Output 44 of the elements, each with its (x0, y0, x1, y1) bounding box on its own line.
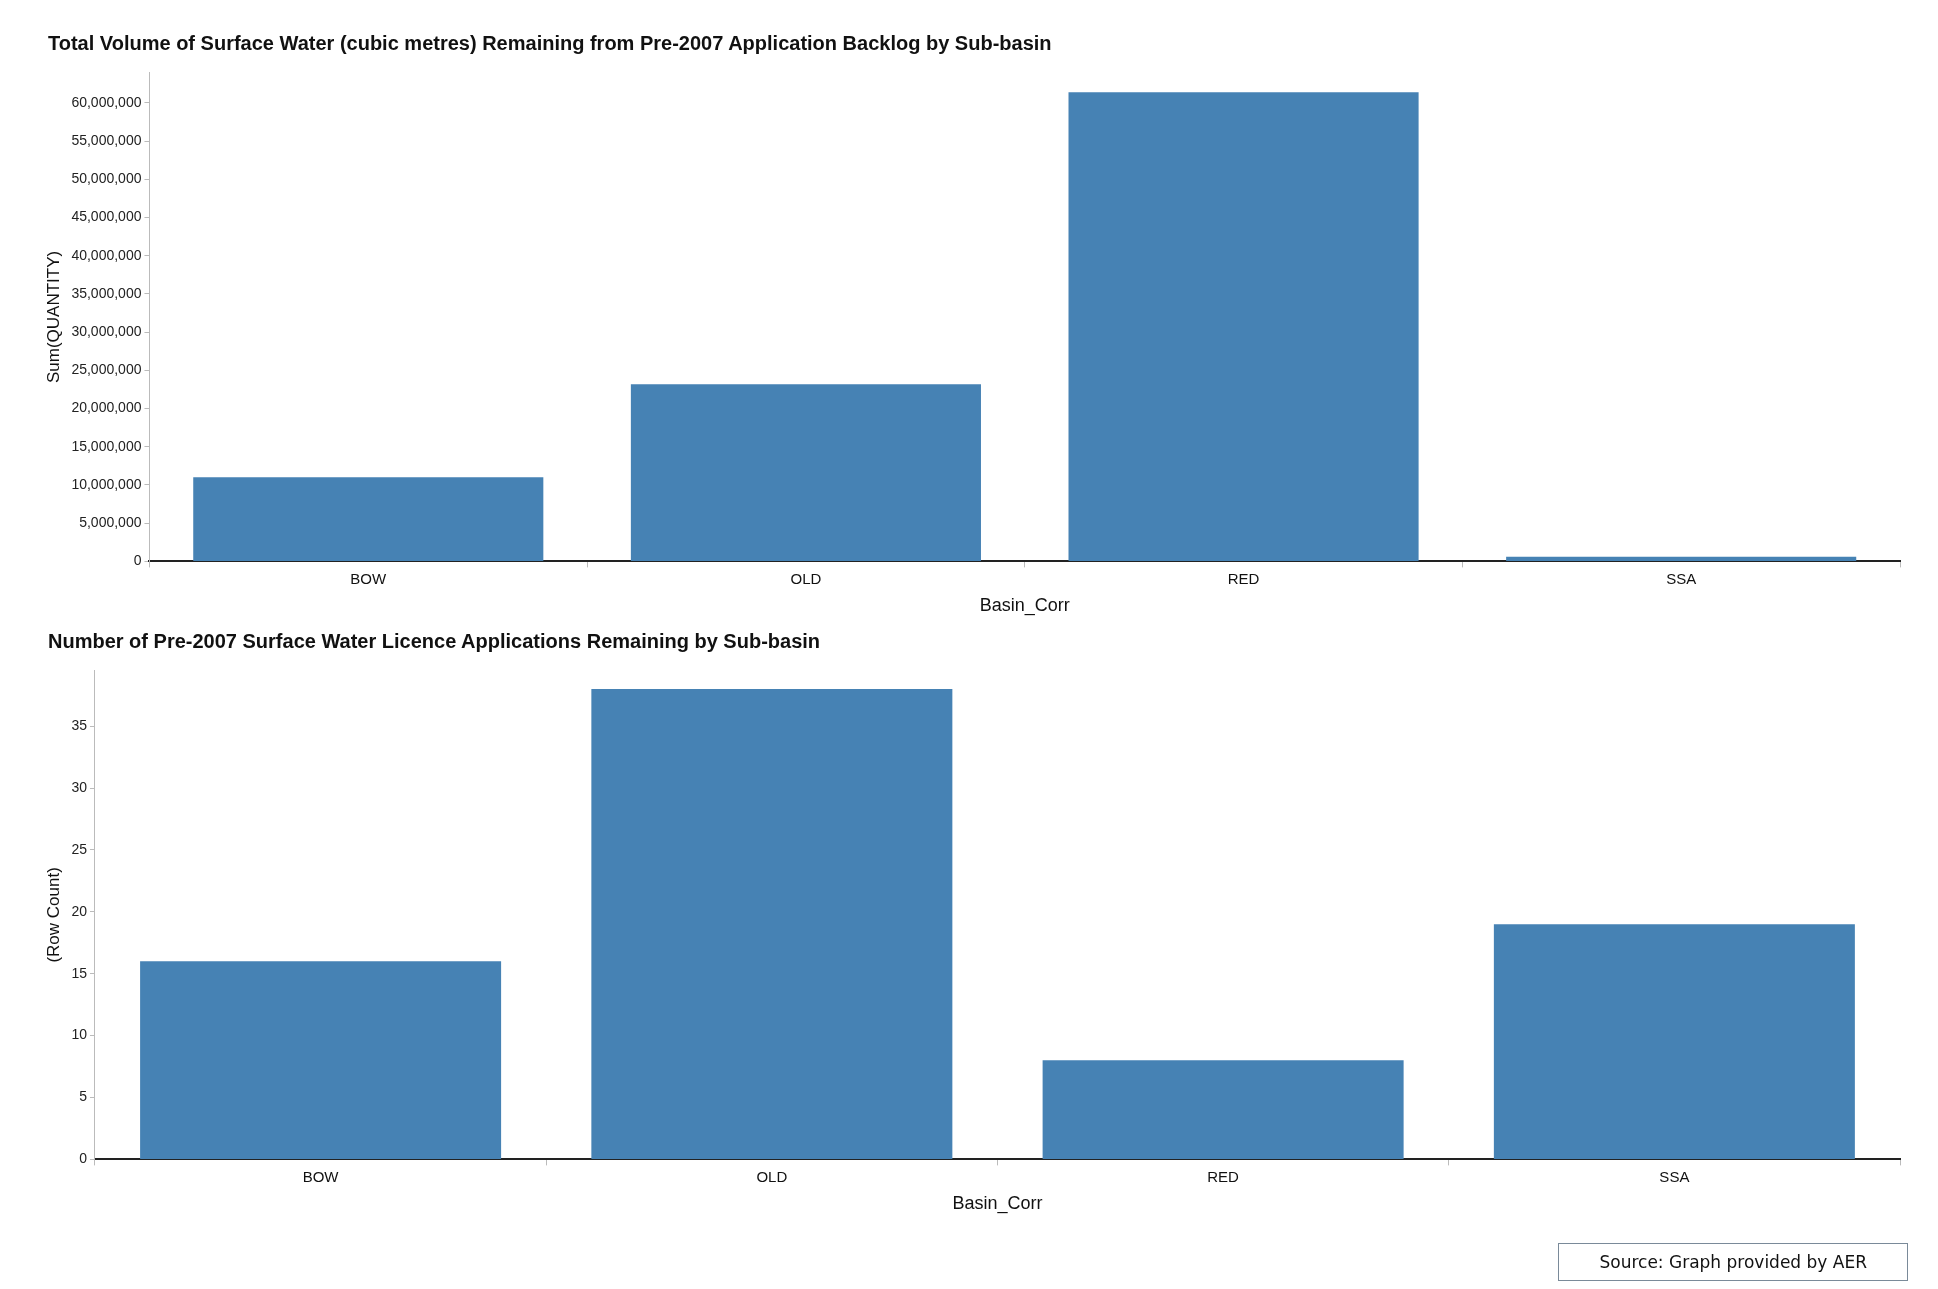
x-tick-label: SSA (1666, 569, 1697, 587)
y-tick-label: 20 (71, 902, 88, 919)
bar (1068, 92, 1419, 561)
y-tick-label: 45,000,000 (71, 208, 142, 225)
y-tick-label: 10 (71, 1026, 88, 1043)
y-tick-label: 40,000,000 (71, 246, 142, 263)
y-tick-label: 20,000,000 (71, 399, 142, 416)
x-tick-label: RED (1207, 1167, 1240, 1185)
y-tick-label: 0 (133, 552, 142, 569)
bar (1493, 924, 1855, 1159)
y-tick-label: 25,000,000 (71, 361, 142, 378)
x-tick-label: SSA (1659, 1167, 1690, 1185)
y-tick-label: 10,000,000 (71, 475, 142, 492)
x-tick-label: BOW (302, 1167, 340, 1185)
x-tick-label: OLD (790, 569, 822, 587)
bar (630, 384, 981, 561)
y-tick-label: 55,000,000 (71, 132, 142, 149)
y-tick-label: 15,000,000 (71, 437, 142, 454)
bar (1042, 1060, 1404, 1159)
x-axis-title: Basin_Corr (979, 595, 1070, 617)
y-axis-title: Sum(QUANTITY) (43, 250, 63, 384)
chart-title: Total Volume of Surface Water (cubic metres) Remaining from Pre-2007 Application Backlog by Sub-basin (48, 32, 1053, 55)
source-note: Source: Graph provided by AER (1558, 1243, 1908, 1281)
y-tick-label: 60,000,000 (71, 93, 142, 110)
x-axis-title: Basin_Corr (952, 1193, 1043, 1215)
y-tick-label: 5,000,000 (79, 514, 142, 531)
x-tick-label: RED (1227, 569, 1260, 587)
y-tick-label: 30,000,000 (71, 323, 142, 340)
y-tick-label: 35 (71, 716, 88, 733)
bar (1506, 556, 1857, 561)
bar (140, 961, 502, 1159)
x-tick-label: OLD (756, 1167, 788, 1185)
bar (591, 688, 953, 1159)
y-tick-label: 50,000,000 (71, 170, 142, 187)
y-tick-label: 0 (79, 1150, 88, 1167)
y-tick-label: 25 (71, 840, 88, 857)
y-tick-label: 5 (79, 1088, 88, 1105)
y-tick-label: 15 (71, 964, 88, 981)
y-tick-label: 35,000,000 (71, 284, 142, 301)
bar (193, 477, 544, 561)
chart-title: Number of Pre-2007 Surface Water Licence Applications Remaining by Sub-basin (48, 630, 822, 653)
y-tick-label: 30 (71, 778, 88, 795)
x-tick-label: BOW (350, 569, 388, 587)
y-axis-title: (Row Count) (43, 867, 63, 963)
